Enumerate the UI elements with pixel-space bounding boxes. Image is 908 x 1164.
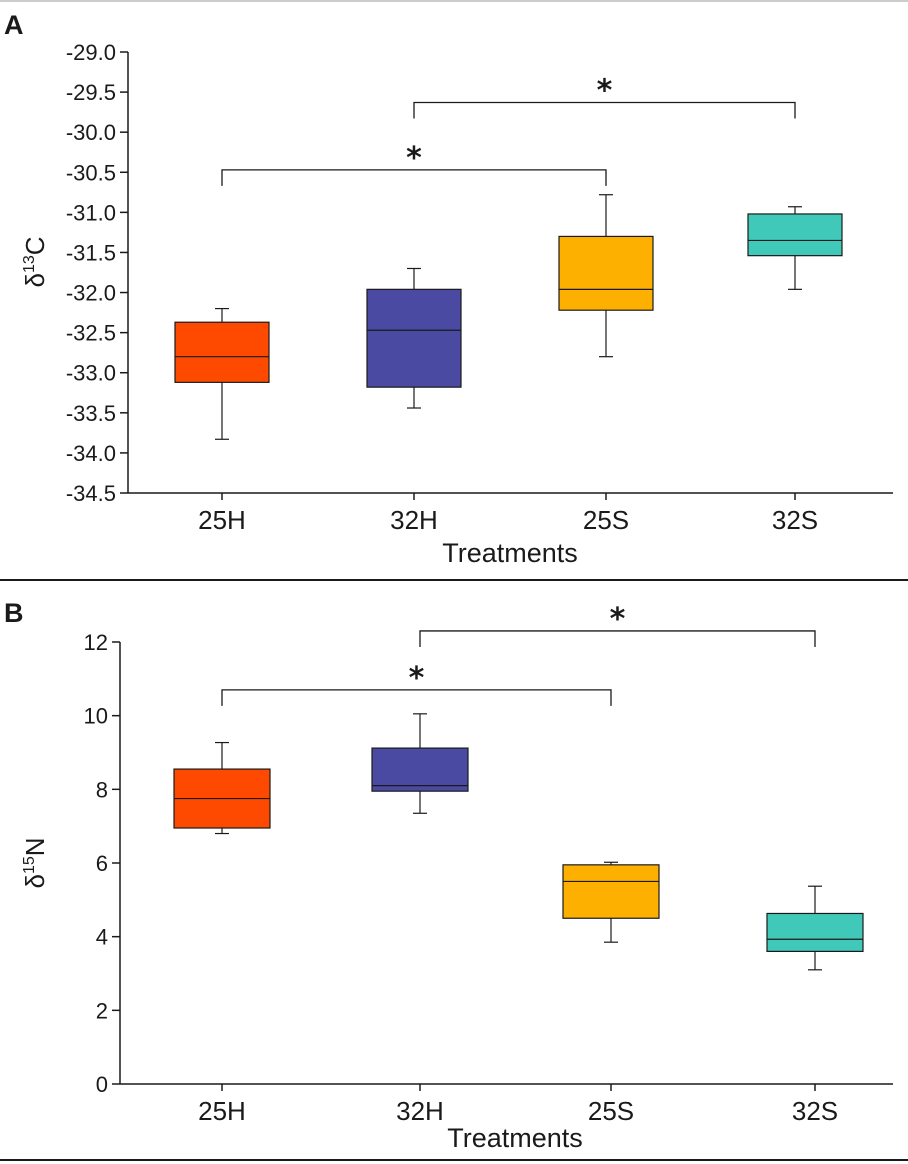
panel-a: A δ13C Treatments -29.0 -29.5 -30.0 -30.5 -3… bbox=[4, 10, 893, 568]
significance-bracket bbox=[413, 101, 796, 119]
y-axis-title: δ15N bbox=[20, 837, 50, 888]
panel-label: A bbox=[4, 10, 24, 40]
y-tick-label: -32.0 bbox=[66, 281, 116, 306]
y-tick-label: -34.0 bbox=[66, 441, 116, 466]
x-tick-label: 25S bbox=[588, 1096, 634, 1126]
y-tick-label: 2 bbox=[96, 998, 108, 1023]
x-tick-label: 32H bbox=[396, 1096, 444, 1126]
significance-star: * bbox=[610, 602, 626, 637]
y-tick-label: 0 bbox=[96, 1072, 108, 1097]
significance-bracket bbox=[221, 689, 612, 706]
y-axis-title-base: δ bbox=[20, 273, 50, 287]
y-tick-label: 12 bbox=[84, 630, 108, 655]
x-tick-label: 25S bbox=[583, 505, 629, 535]
y-axis-title-base: δ bbox=[20, 874, 50, 888]
y-axis-title-sup: 13 bbox=[21, 255, 38, 273]
y-tick-label: 4 bbox=[96, 925, 108, 950]
y-tick-label: 10 bbox=[84, 704, 108, 729]
y-tick-label: -34.5 bbox=[66, 481, 116, 506]
box-32H bbox=[371, 747, 469, 792]
y-tick-label: -31.0 bbox=[66, 200, 116, 225]
y-tick-label: -29.5 bbox=[66, 80, 116, 105]
box-25H bbox=[174, 321, 270, 383]
x-axis-title: Treatments bbox=[447, 1123, 583, 1153]
y-axis-title-element: C bbox=[20, 236, 50, 255]
panel-label: B bbox=[4, 598, 24, 628]
y-tick-label: -30.0 bbox=[66, 120, 116, 145]
significance-star: * bbox=[409, 661, 425, 696]
y-tick-label: 8 bbox=[96, 777, 108, 802]
panel-b: B δ15N Treatments 12 10 8 6 4 2 0 25H 32H 25S 32S *… bbox=[4, 598, 893, 1153]
y-tick-label: -29.0 bbox=[66, 40, 116, 65]
x-tick-label: 32S bbox=[792, 1096, 838, 1126]
box-25S bbox=[562, 864, 660, 919]
x-axis-title: Treatments bbox=[442, 538, 578, 568]
box-32S bbox=[766, 912, 864, 953]
y-tick-label: -32.5 bbox=[66, 321, 116, 346]
y-tick-label: -33.0 bbox=[66, 361, 116, 386]
y-tick-label: -31.5 bbox=[66, 240, 116, 265]
box-25S bbox=[558, 235, 654, 311]
significance-bracket bbox=[221, 169, 607, 186]
y-tick-label: 6 bbox=[96, 851, 108, 876]
y-axis-title: δ13C bbox=[20, 236, 50, 287]
y-axis-title-sup: 15 bbox=[21, 856, 38, 874]
x-tick-label: 25H bbox=[198, 505, 246, 535]
y-axis-title-element: N bbox=[20, 837, 50, 856]
x-tick-label: 25H bbox=[198, 1096, 246, 1126]
x-tick-label: 32H bbox=[390, 505, 438, 535]
y-tick-label: -30.5 bbox=[66, 160, 116, 185]
y-tick-label: -33.5 bbox=[66, 401, 116, 426]
x-tick-label: 32S bbox=[772, 505, 818, 535]
significance-bracket bbox=[419, 630, 816, 647]
significance-star: * bbox=[406, 141, 422, 176]
box-32S bbox=[747, 213, 843, 257]
significance-star: * bbox=[597, 74, 613, 109]
box-32H bbox=[366, 288, 462, 388]
